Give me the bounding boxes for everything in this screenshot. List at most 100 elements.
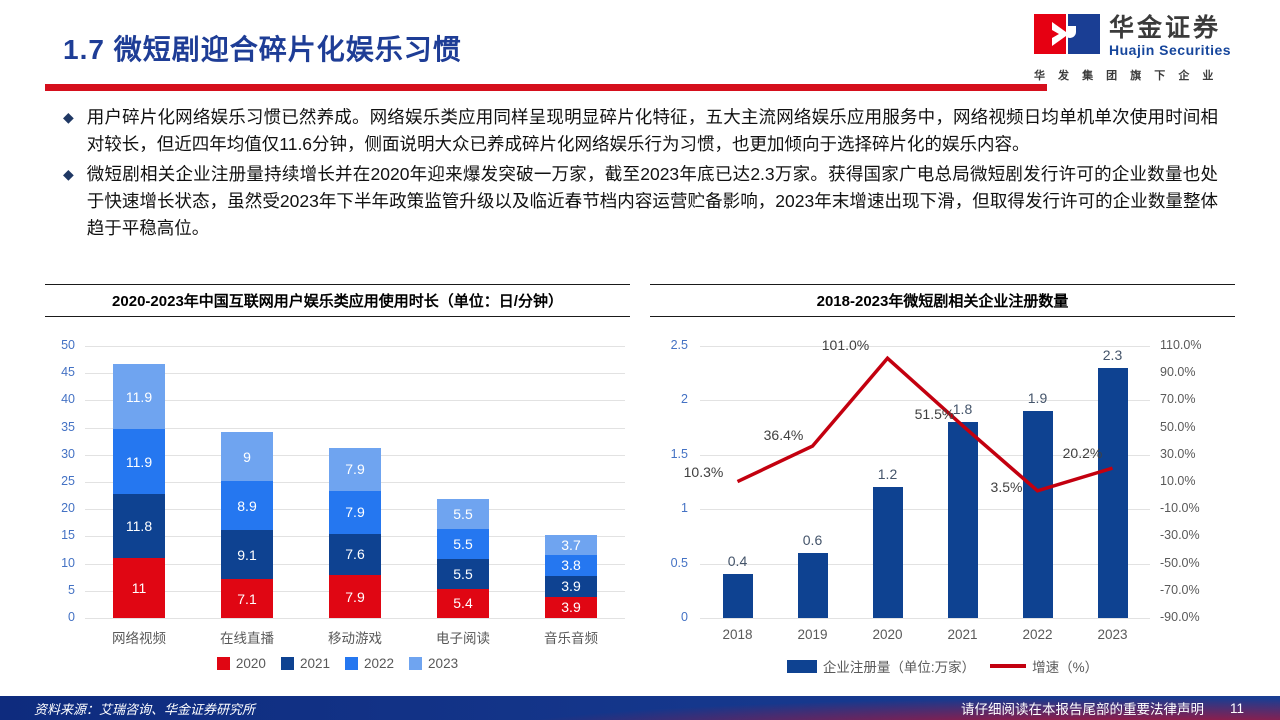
registration-bar (872, 487, 903, 618)
y-axis-tick: 2.5 (670, 338, 688, 352)
legend-swatch (280, 657, 294, 670)
bar-segment: 3.9 (545, 596, 597, 618)
bar-segment: 7.1 (221, 579, 273, 618)
right-chart-legend: 企业注册量（单位:万家） 增速（%） (650, 656, 1235, 676)
y-axis-tick: 1 (681, 501, 688, 516)
left-chart-plot: 0 5 10 15 20 25 30 35 40 45 50 11 11.8 11.9 11.9 网络视频 7.… (45, 284, 630, 690)
y-axis-tick: 0.5 (670, 555, 688, 570)
bar-value-label: 1.8 (952, 401, 973, 418)
y-axis-tick: 5 (68, 582, 75, 597)
bar-segment-label: 7.9 (345, 504, 365, 521)
left-chart-legend: 2020 2021 2022 2023 (45, 656, 630, 671)
bar-segment: 5.5 (437, 528, 489, 559)
gridline (85, 427, 625, 429)
legend-label: 增速（%） (1032, 660, 1099, 675)
bar-segment-label: 7.1 (237, 590, 257, 607)
left-chart-panel: 0 5 10 15 20 25 30 35 40 45 50 11 11.8 11.9 11.9 网络视频 7.… (45, 284, 630, 690)
y-axis-tick: 1.5 (670, 446, 688, 461)
right-chart-title: 2018-2023年微短剧相关企业注册数量 (650, 284, 1235, 317)
secondary-y-axis-tick: 10.0% (1160, 474, 1196, 488)
x-axis-category-label: 2021 (947, 627, 978, 642)
bar-value-label: 0.4 (727, 553, 748, 570)
bar-segment: 7.9 (329, 447, 381, 491)
y-axis-tick: 2 (681, 392, 688, 407)
legend-swatch (216, 657, 230, 670)
gridline (85, 373, 625, 375)
bar-segment-label: 3.8 (561, 557, 581, 574)
bar-value-label: 1.9 (1027, 390, 1048, 407)
gridline (85, 400, 625, 402)
bar-segment-label: 7.9 (345, 588, 365, 605)
y-axis-tick: 15 (61, 528, 75, 543)
bar-segment-label: 5.5 (453, 565, 473, 582)
secondary-y-axis-tick: -90.0% (1160, 610, 1200, 624)
legend-item: 企业注册量（单位:万家） (786, 656, 976, 676)
x-axis-category-label: 移动游戏 (328, 631, 382, 646)
source-note: 资料来源：艾瑞咨询、华金证券研究所 (34, 701, 256, 717)
growth-value-label: 3.5% (990, 478, 1023, 495)
legend-label: 2021 (299, 656, 330, 671)
bullet-item: ◆ 用户碎片化网络娱乐习惯已然养成。网络娱乐类应用同样呈现明显碎片化特征，五大主流… (63, 104, 1218, 158)
huajin-logo-icon (1034, 14, 1100, 59)
bar-segment-label: 3.9 (561, 578, 581, 595)
x-axis-category-label: 2020 (872, 627, 903, 642)
diamond-bullet-icon: ◆ (63, 109, 74, 125)
bar-segment-label: 7.6 (345, 546, 365, 563)
gridline (700, 509, 1150, 511)
legend-label: 2023 (428, 656, 459, 671)
bar-segment: 3.7 (545, 534, 597, 555)
y-axis-tick: 25 (61, 474, 75, 488)
bar-segment-label: 7.9 (345, 461, 365, 478)
bar-segment: 11.9 (113, 364, 165, 430)
secondary-y-axis-tick: -10.0% (1160, 501, 1200, 516)
bar-segment: 7.9 (329, 575, 381, 618)
legend-line-swatch (990, 664, 1027, 668)
growth-value-label: 10.3% (683, 463, 724, 480)
x-axis-category-label: 2018 (722, 627, 753, 642)
secondary-y-axis-tick: -70.0% (1160, 582, 1200, 597)
bar-segment: 5.5 (437, 558, 489, 589)
y-axis-tick: 0 (68, 610, 75, 624)
bar-value-label: 0.6 (802, 531, 823, 548)
secondary-y-axis-tick: -50.0% (1160, 555, 1200, 570)
bar-segment: 9 (221, 432, 273, 482)
x-axis-category-label: 2023 (1097, 627, 1128, 642)
secondary-y-axis-tick: 70.0% (1160, 392, 1196, 407)
y-axis-tick: 30 (61, 446, 75, 461)
gridline (85, 618, 625, 619)
registration-bar (947, 422, 978, 618)
page-title: 1.7 微短剧迎合碎片化娱乐习惯 (63, 34, 462, 65)
bar-value-label: 2.3 (1102, 346, 1123, 363)
gridline (700, 454, 1150, 456)
legend-item: 增速（%） (990, 656, 1098, 676)
bar-segment: 8.9 (221, 481, 273, 530)
legend-label: 企业注册量（单位:万家） (822, 660, 976, 675)
summary-bullets: ◆ 用户碎片化网络娱乐习惯已然养成。网络娱乐类应用同样呈现明显碎片化特征，五大主流… (63, 104, 1218, 245)
bar-value-label: 1.2 (877, 466, 898, 483)
registration-bar (1022, 411, 1053, 618)
bar-segment: 7.6 (329, 533, 381, 576)
gridline (700, 618, 1150, 619)
secondary-y-axis-tick: 90.0% (1160, 365, 1196, 380)
legend-label: 2022 (364, 656, 395, 671)
bar-segment-label: 9.1 (237, 546, 257, 563)
left-chart-title: 2020-2023年中国互联网用户娱乐类应用使用时长（单位：日/分钟） (45, 284, 630, 317)
logo-name-en: Huajin Securities (1109, 42, 1232, 59)
bullet-text: 微短剧相关企业注册量持续增长并在2020年迎来爆发突破一万家，截至2023年底已… (86, 164, 1218, 238)
registration-bar (722, 574, 753, 618)
footer-bar: 资料来源：艾瑞咨询、华金证券研究所 请仔细阅读在本报告尾部的重要法律声明 11 (0, 696, 1280, 720)
y-axis-tick: 50 (61, 338, 75, 352)
bar-segment-label: 3.7 (561, 536, 581, 553)
growth-value-label: 101.0% (821, 337, 870, 354)
secondary-y-axis-tick: 110.0% (1160, 338, 1202, 352)
bar-segment-label: 11.9 (125, 388, 153, 405)
secondary-y-axis-tick: 50.0% (1160, 419, 1196, 434)
registration-bar (1097, 367, 1128, 618)
growth-line (736, 355, 1114, 493)
bar-segment: 11.9 (113, 429, 165, 494)
gridline (700, 346, 1150, 347)
x-axis-category-label: 2019 (797, 627, 828, 642)
legend-swatch (345, 657, 358, 670)
y-axis-tick: 10 (61, 555, 75, 570)
bar-segment: 9.1 (221, 529, 273, 580)
